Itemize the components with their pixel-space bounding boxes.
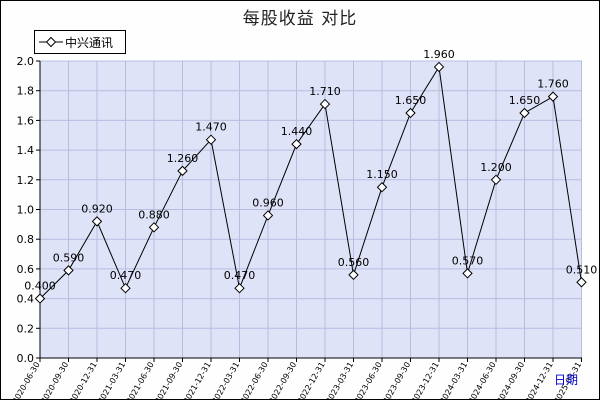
y-tick-label: 1.6	[17, 114, 35, 127]
data-label: 1.650	[509, 94, 541, 107]
data-label: 0.470	[110, 269, 142, 282]
data-point	[234, 282, 245, 294]
data-label: 0.880	[138, 208, 170, 221]
y-tick-label: 0.6	[17, 263, 35, 276]
data-point	[433, 61, 445, 73]
data-label: 1.710	[309, 85, 341, 98]
data-label: 0.570	[452, 254, 484, 267]
x-tick-label: 2024-12-31	[524, 361, 555, 400]
x-tick-label: 2020-09-30	[39, 361, 70, 400]
data-point	[177, 165, 188, 177]
y-tick-label: 0.4	[17, 293, 35, 306]
data-label: 0.470	[224, 269, 256, 282]
x-tick-label: 2022-03-31	[210, 361, 241, 400]
x-tick-label: 2023-12-31	[410, 361, 441, 400]
x-axis-label: 日期	[554, 373, 578, 387]
data-label: 1.760	[537, 78, 569, 91]
data-point	[462, 268, 473, 279]
data-point	[63, 265, 74, 276]
x-tick-label: 2021-09-30	[153, 361, 184, 400]
data-point	[490, 174, 502, 186]
data-point	[205, 134, 217, 145]
data-label: 0.920	[81, 202, 113, 215]
x-tick-label: 2022-12-31	[296, 361, 327, 400]
y-tick-label: 0.2	[17, 322, 35, 335]
x-tick-label: 2021-12-31	[182, 361, 213, 400]
data-label: 1.440	[281, 125, 313, 138]
x-tick-label: 2024-03-31	[438, 361, 469, 400]
y-tick-label: 1.0	[17, 204, 35, 217]
y-tick-label: 1.8	[17, 85, 35, 98]
data-point	[547, 91, 559, 102]
data-point	[291, 138, 302, 150]
data-point	[348, 269, 359, 281]
legend-marker-icon	[39, 36, 63, 48]
data-point	[34, 293, 46, 304]
data-label: 0.960	[252, 196, 284, 209]
data-point	[148, 222, 160, 233]
y-tick-label: 0.0	[17, 352, 35, 365]
data-label: 1.960	[423, 48, 455, 61]
data-point	[519, 107, 530, 119]
x-tick-label: 2023-03-31	[324, 361, 355, 400]
data-point	[405, 107, 416, 119]
y-tick-label: 0.8	[17, 233, 35, 246]
data-label: 0.510	[566, 263, 598, 276]
x-tick-label: 2020-06-30	[11, 361, 42, 400]
x-tick-label: 2022-09-30	[267, 361, 298, 400]
series-line	[39, 65, 582, 299]
data-label: 1.150	[366, 168, 398, 181]
data-label: 1.200	[480, 161, 512, 174]
data-point	[91, 216, 103, 227]
x-tick-label: 2021-03-31	[96, 361, 127, 400]
x-tick-label: 2023-09-30	[381, 361, 412, 400]
data-label: 1.650	[395, 94, 427, 107]
legend-label: 中兴通讯	[65, 36, 114, 50]
data-point	[376, 182, 388, 193]
x-tick-label: 2024-06-30	[467, 361, 498, 400]
data-point	[262, 210, 274, 221]
data-point	[120, 282, 131, 294]
data-label: 1.260	[167, 152, 199, 165]
data-label: 0.400	[24, 280, 56, 293]
data-point	[319, 98, 331, 110]
x-tick-label: 2024-09-30	[495, 361, 526, 400]
data-point	[576, 277, 587, 288]
x-tick-label: 2022-06-30	[239, 361, 270, 400]
data-label: 0.590	[53, 251, 85, 264]
x-tick-label: 2021-06-30	[125, 361, 156, 400]
x-tick-label: 2020-12-31	[68, 361, 99, 400]
x-tick-label: 2023-06-30	[353, 361, 384, 400]
chart-title: 每股收益 对比	[242, 9, 358, 29]
y-tick-label: 2.0	[17, 55, 35, 68]
data-label: 0.560	[338, 256, 370, 269]
legend: 中兴通讯	[34, 30, 126, 54]
y-tick-label: 1.2	[17, 174, 35, 187]
data-label: 1.470	[195, 121, 227, 134]
y-tick-label: 1.4	[17, 144, 35, 157]
